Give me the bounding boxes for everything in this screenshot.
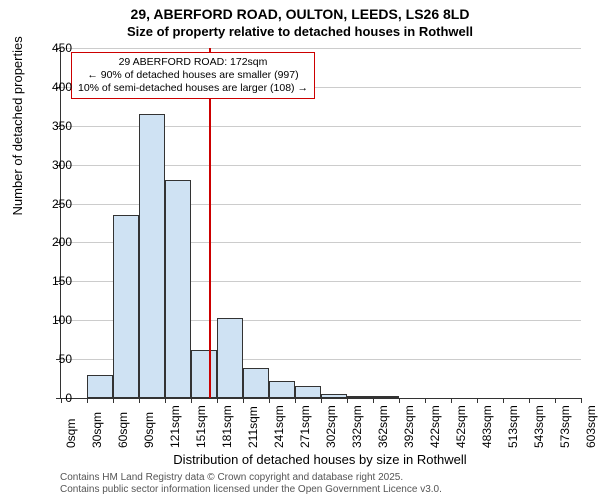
histogram-bar: [347, 396, 373, 398]
x-tick-label: 452sqm: [454, 405, 468, 448]
histogram-bar: [139, 114, 165, 398]
x-tick: [217, 398, 218, 403]
histogram-bar: [243, 368, 269, 398]
x-axis-title: Distribution of detached houses by size …: [60, 452, 580, 467]
x-tick: [347, 398, 348, 403]
histogram-bar: [165, 180, 191, 398]
x-tick-label: 362sqm: [376, 405, 390, 448]
x-tick-label: 60sqm: [116, 412, 130, 448]
x-tick: [477, 398, 478, 403]
x-tick: [295, 398, 296, 403]
annotation-line: 10% of semi-detached houses are larger (…: [78, 82, 308, 95]
footer-line-1: Contains HM Land Registry data © Crown c…: [60, 472, 580, 484]
x-tick-label: 392sqm: [402, 405, 416, 448]
x-tick-label: 513sqm: [506, 405, 520, 448]
x-tick-label: 0sqm: [64, 419, 78, 448]
x-tick-label: 543sqm: [532, 405, 546, 448]
plot-area: 29 ABERFORD ROAD: 172sqm← 90% of detache…: [60, 48, 581, 399]
x-tick-label: 271sqm: [298, 405, 312, 448]
annotation-line: ← 90% of detached houses are smaller (99…: [78, 69, 308, 82]
y-tick-label: 50: [32, 352, 72, 366]
y-tick-label: 200: [32, 235, 72, 249]
histogram-bar: [373, 396, 399, 398]
chart-container: 29, ABERFORD ROAD, OULTON, LEEDS, LS26 8…: [0, 0, 600, 500]
x-tick-label: 332sqm: [350, 405, 364, 448]
y-tick-label: 150: [32, 274, 72, 288]
chart-subtitle: Size of property relative to detached ho…: [0, 24, 600, 39]
x-tick-label: 121sqm: [168, 405, 182, 448]
x-tick-label: 90sqm: [142, 412, 156, 448]
histogram-bar: [191, 350, 217, 398]
x-tick-label: 181sqm: [220, 405, 234, 448]
x-tick: [243, 398, 244, 403]
y-tick-label: 0: [32, 391, 72, 405]
reference-line: [209, 48, 211, 398]
y-tick-label: 350: [32, 119, 72, 133]
x-tick: [425, 398, 426, 403]
x-tick-label: 151sqm: [194, 405, 208, 448]
x-tick: [139, 398, 140, 403]
x-tick: [113, 398, 114, 403]
x-tick-label: 241sqm: [272, 405, 286, 448]
chart-title: 29, ABERFORD ROAD, OULTON, LEEDS, LS26 8…: [0, 6, 600, 22]
footer-text: Contains HM Land Registry data © Crown c…: [60, 472, 580, 496]
y-axis-title: Number of detached properties: [10, 36, 25, 215]
y-tick-label: 450: [32, 41, 72, 55]
y-tick-label: 300: [32, 158, 72, 172]
x-tick: [451, 398, 452, 403]
histogram-bar: [269, 381, 295, 398]
histogram-bar: [113, 215, 139, 398]
x-tick-label: 573sqm: [558, 405, 572, 448]
x-tick: [503, 398, 504, 403]
annotation-box: 29 ABERFORD ROAD: 172sqm← 90% of detache…: [71, 52, 315, 99]
x-tick-label: 30sqm: [90, 412, 104, 448]
histogram-bar: [295, 386, 321, 398]
y-tick-label: 400: [32, 80, 72, 94]
x-tick: [321, 398, 322, 403]
y-tick-label: 100: [32, 313, 72, 327]
x-tick: [269, 398, 270, 403]
x-tick-label: 422sqm: [428, 405, 442, 448]
footer-line-2: Contains public sector information licen…: [60, 484, 580, 496]
x-tick-label: 302sqm: [324, 405, 338, 448]
x-tick-label: 483sqm: [480, 405, 494, 448]
x-tick: [555, 398, 556, 403]
histogram-bar: [87, 375, 113, 398]
histogram-bar: [321, 394, 347, 398]
gridline: [61, 48, 581, 49]
x-tick: [399, 398, 400, 403]
y-tick-label: 250: [32, 197, 72, 211]
x-tick: [373, 398, 374, 403]
annotation-line: 29 ABERFORD ROAD: 172sqm: [78, 56, 308, 69]
x-tick: [581, 398, 582, 403]
x-tick-label: 211sqm: [246, 406, 260, 448]
x-tick: [529, 398, 530, 403]
x-tick-label: 603sqm: [584, 405, 598, 448]
x-tick: [165, 398, 166, 403]
x-tick: [191, 398, 192, 403]
histogram-bar: [217, 318, 243, 398]
x-tick: [87, 398, 88, 403]
